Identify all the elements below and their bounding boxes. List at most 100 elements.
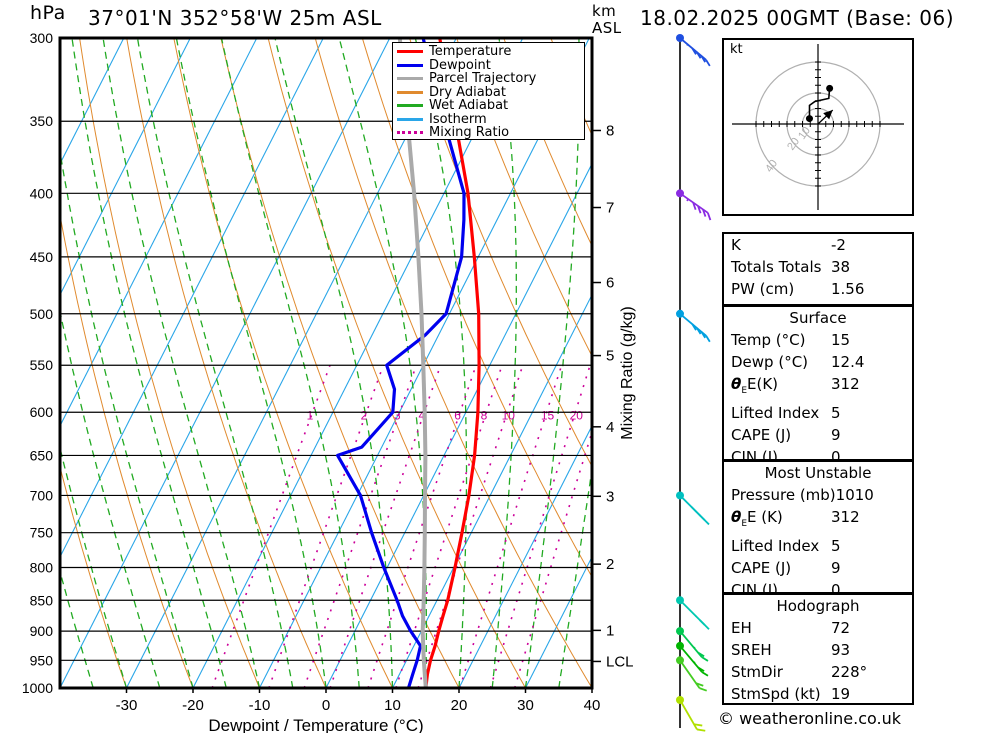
panel-row-value: -2 — [831, 236, 846, 254]
panel-row-key: StmSpd (kt) — [731, 685, 821, 703]
pressure-tick-label: 500 — [30, 306, 54, 322]
lcl-label: LCL — [606, 653, 634, 670]
wind-barb-flag — [699, 514, 706, 521]
altitude-tick-label: 2 — [606, 556, 614, 573]
legend-item: Wet Adiabat — [397, 99, 580, 113]
mixing-ratio-line — [459, 364, 563, 688]
legend-item: Mixing Ratio — [397, 126, 580, 140]
hodograph-trace — [808, 88, 831, 119]
isotherm-line — [60, 38, 125, 165]
pressure-tick-label: 800 — [30, 560, 54, 576]
pressure-tick-label: 750 — [30, 525, 54, 541]
legend-label: Parcel Trajectory — [429, 71, 537, 87]
page-title: 37°01'N 352°58'W 25m ASL — [88, 6, 382, 30]
mixing-ratio-label: 1 — [307, 409, 314, 423]
panel-row: EH 72 — [724, 617, 912, 639]
pressure-tick-label: 350 — [30, 113, 54, 129]
altitude-tick-label: 8 — [606, 122, 614, 139]
legend-label: Dry Adiabat — [429, 84, 506, 100]
dry-adiabat-line — [60, 464, 127, 688]
panel-row: Pressure (mb) 1010 — [724, 484, 912, 506]
isotherm-line — [60, 38, 191, 297]
wind-barb-flag — [692, 202, 697, 210]
dewpoint-profile — [336, 38, 466, 688]
height-unit-label-1: km — [592, 2, 617, 20]
mixing-ratio-line — [367, 364, 477, 688]
hodograph-ring-label: 20 — [785, 136, 802, 153]
panel-row-key: K — [731, 236, 741, 254]
panel-row-key: Pressure (mb) — [731, 486, 836, 504]
legend-label: Mixing Ratio — [429, 125, 510, 141]
panel-title: Surface — [789, 309, 847, 327]
mixing-ratio-line — [211, 364, 331, 688]
wind-barb-flag — [707, 212, 712, 221]
panel-row-value: 0 — [831, 581, 841, 599]
altitude-tick-label: 3 — [606, 488, 614, 505]
altitude-tick-label: 6 — [606, 275, 614, 292]
panel-row-key: θEE(K) — [731, 375, 779, 396]
pressure-tick-label: 450 — [30, 249, 54, 265]
most-unstable-panel: Most Unstable Pressure (mb) 1010 θEE (K) 312… — [722, 460, 914, 599]
panel-row-key: CAPE (J) — [731, 426, 792, 444]
wind-barb-flag — [696, 51, 702, 59]
dry-adiabat-line — [928, 38, 1000, 688]
wind-barb-flag — [700, 55, 706, 63]
isotherm-line — [458, 424, 592, 688]
legend-label: Temperature — [429, 44, 512, 60]
temperature-profile — [424, 38, 481, 688]
panel-row-value: 1010 — [835, 486, 874, 504]
wet-adiabat-line — [102, 38, 261, 688]
pressure-tick-label: 950 — [30, 652, 54, 668]
legend-swatch — [397, 117, 423, 121]
legend-swatch — [397, 90, 423, 94]
wind-barb-flag — [697, 205, 702, 214]
wind-barb-flag — [686, 198, 689, 202]
pressure-tick-label: 700 — [30, 487, 54, 503]
panel-row-key: Lifted Index — [731, 537, 820, 555]
hodograph-stats-panel: Hodograph EH 72 SREH 93 StmDir 228° StmSpd (kt)… — [722, 593, 914, 705]
mixing-ratio-label: 15 — [541, 409, 555, 423]
dry-adiabat-line — [456, 38, 592, 358]
panel-row-key: CAPE (J) — [731, 559, 792, 577]
panel-row: K -2 — [724, 234, 912, 256]
legend-item: Dewpoint — [397, 59, 580, 73]
wind-barb-flag — [705, 59, 711, 67]
wet-adiabat-line — [60, 445, 128, 688]
altitude-tick-label: 7 — [606, 200, 614, 217]
pressure-tick-label: 550 — [30, 357, 54, 373]
panel-row-value: 1.56 — [831, 280, 865, 298]
panel-row: Temp (°C) 15 — [724, 329, 912, 351]
dry-adiabat-line — [60, 212, 194, 688]
panel-row-value: 9 — [831, 559, 841, 577]
wind-barb-flag — [701, 656, 709, 662]
wind-barb-flag — [701, 671, 709, 677]
dry-adiabat-line — [503, 38, 592, 247]
panel-row: Lifted Index 5 — [724, 535, 912, 557]
wet-adiabat-line — [925, 38, 1000, 688]
wind-barb — [676, 596, 710, 630]
wind-barb-flag — [702, 209, 707, 217]
wind-barb-flag — [695, 682, 704, 687]
dry-adiabat-line — [79, 38, 260, 688]
panel-row-value: 312 — [831, 508, 860, 526]
storm-motion-arrowhead — [823, 110, 833, 120]
pressure-tick-label: 1000 — [22, 680, 53, 696]
mixing-ratio-label: 4 — [418, 409, 425, 423]
legend-swatch — [397, 50, 423, 54]
panel-row: PW (cm) 1.56 — [724, 278, 912, 300]
pressure-tick-label: 900 — [30, 623, 54, 639]
temperature-tick-label: -10 — [249, 697, 271, 714]
wind-barb — [676, 34, 711, 67]
panel-row-value: 312 — [831, 375, 860, 393]
legend-label: Isotherm — [429, 111, 487, 127]
panel-row-value: 19 — [831, 685, 851, 703]
panel-row-value: 0 — [831, 448, 841, 466]
pressure-unit-label: hPa — [30, 2, 66, 24]
parcel-trajectory-profile — [397, 38, 428, 688]
mixing-ratio-axis-title: Mixing Ratio (g/kg) — [619, 306, 636, 439]
panel-row: θEE (K) 312 — [724, 506, 912, 535]
legend-swatch — [397, 104, 423, 108]
wind-barb — [676, 696, 706, 732]
